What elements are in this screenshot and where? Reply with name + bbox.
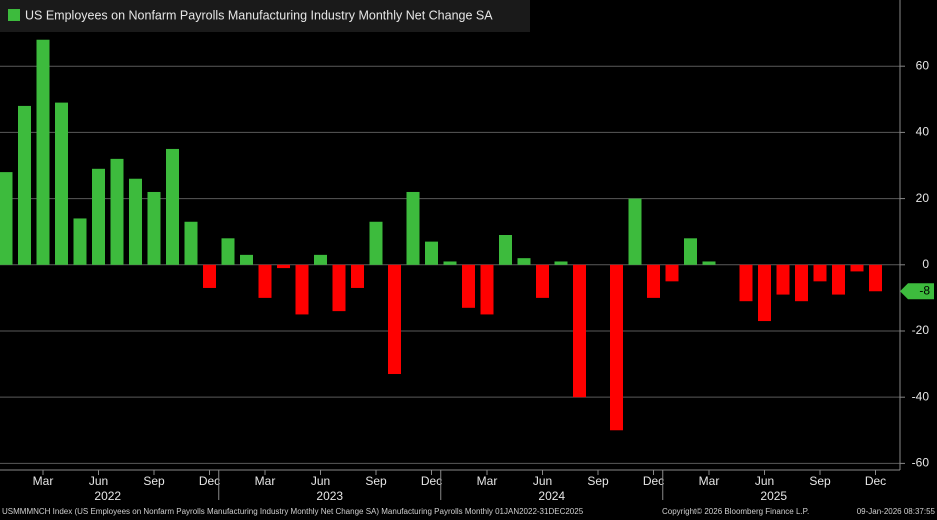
bar [462,264,475,308]
x-tick-label: Mar [33,474,54,488]
x-tick-label: Mar [255,474,276,488]
x-tick-label: Jun [311,474,330,488]
bar [351,264,364,288]
bar [73,218,87,265]
year-label: 2024 [538,489,565,503]
bar [406,191,420,265]
bar [147,191,161,265]
x-tick-label: Dec [643,474,664,488]
bar [628,198,642,265]
bar [443,261,457,265]
bar [517,258,531,265]
x-tick-label: Dec [421,474,442,488]
copyright: Copyright© 2026 Bloomberg Finance L.P. [662,507,809,516]
bar [425,241,438,265]
bar [499,235,512,265]
year-label: 2025 [760,489,787,503]
x-tick-label: Mar [699,474,720,488]
bar [221,238,235,265]
bar [702,261,716,265]
legend-swatch [8,9,20,21]
y-tick-label: 0 [922,257,929,271]
bar [480,264,494,315]
timestamp: 09-Jan-2026 08:37:55 [857,507,936,516]
bar [573,264,586,398]
bar [739,264,753,302]
source: USMMMNCH Index (US Employees on Nonfarm … [2,507,584,516]
x-tick-label: Dec [199,474,220,488]
bar [647,264,660,298]
bar [684,238,697,265]
year-label: 2023 [316,489,343,503]
last-value-label: -8 [919,283,930,297]
bar [554,261,568,265]
bar [277,264,290,269]
chart-title: US Employees on Nonfarm Payrolls Manufac… [25,8,493,22]
x-tick-label: Sep [587,474,609,488]
bar [813,264,827,282]
last-value-tag [900,283,934,300]
bar [110,158,124,265]
x-tick-label: Sep [143,474,165,488]
bar [92,168,105,265]
bar [610,264,623,431]
bar [18,105,31,265]
bar [258,264,272,298]
y-tick-label: -40 [912,389,930,403]
bar [832,264,845,295]
bar [295,264,309,315]
bar [166,148,179,265]
x-tick-label: Jun [755,474,774,488]
year-label: 2022 [94,489,121,503]
bar [850,264,864,272]
bar [388,264,401,375]
bar [184,221,198,265]
bar [369,221,383,265]
x-tick-label: Sep [809,474,831,488]
bar [314,254,327,265]
bar [36,39,50,265]
title-box [0,0,530,32]
bar [776,264,790,295]
y-tick-label: 20 [916,191,930,205]
bar [203,264,216,288]
y-tick-label: -60 [912,456,930,470]
y-tick-label: 60 [916,58,930,72]
x-tick-label: Jun [533,474,552,488]
bar [55,102,68,265]
x-tick-label: Mar [477,474,498,488]
bar [869,264,882,292]
x-tick-label: Sep [365,474,387,488]
y-tick-label: 40 [916,125,930,139]
y-tick-label: -20 [912,323,930,337]
bar [0,172,13,265]
bar [758,264,771,322]
bar [332,264,346,312]
x-tick-label: Dec [865,474,886,488]
bar [240,254,253,265]
bar [665,264,679,282]
bar [536,264,549,298]
bar [795,264,808,302]
bar [129,178,142,265]
x-tick-label: Jun [89,474,108,488]
